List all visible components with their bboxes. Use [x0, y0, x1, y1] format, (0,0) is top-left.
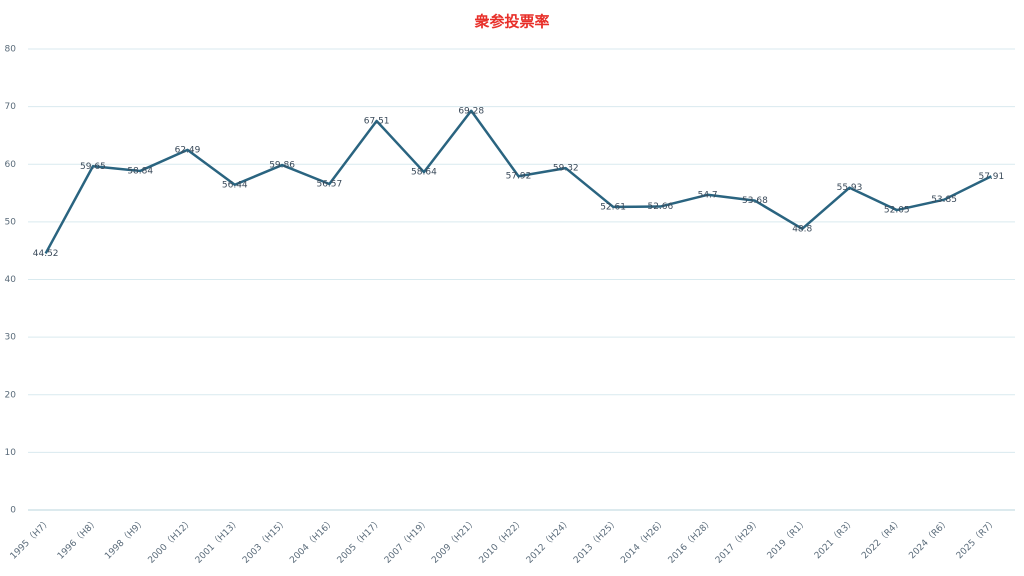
y-tick-label: 40 [5, 275, 17, 285]
y-tick-label: 0 [10, 506, 16, 516]
y-tick-label: 50 [5, 217, 17, 227]
data-label: 53.85 [931, 195, 957, 205]
data-label: 58.64 [411, 168, 437, 178]
x-tick-label: 2007（H19） [382, 516, 432, 566]
x-tick-label: 1996（H8） [55, 516, 101, 562]
data-label: 62.49 [175, 145, 201, 155]
data-label: 57.91 [978, 172, 1004, 182]
y-tick-label: 70 [5, 102, 17, 112]
data-label: 67.51 [364, 116, 390, 126]
data-label: 58.84 [127, 166, 153, 176]
x-tick-label: 2022（R4） [859, 516, 904, 561]
data-label: 44.52 [33, 249, 59, 259]
x-tick-label: 2025（R7） [954, 516, 999, 561]
x-tick-label: 2004（H16） [288, 516, 338, 566]
y-tick-label: 80 [5, 45, 17, 55]
data-label: 59.65 [80, 162, 106, 172]
x-tick-label: 2005（H17） [335, 516, 385, 566]
x-tick-label: 2009（H21） [430, 516, 480, 566]
data-label: 56.44 [222, 180, 248, 190]
x-tick-label: 1998（H9） [103, 516, 149, 562]
x-tick-label: 2016（H28） [666, 516, 716, 566]
y-tick-label: 60 [5, 160, 17, 170]
x-tick-label: 2021（R3） [812, 516, 857, 561]
data-label: 59.32 [553, 164, 579, 174]
data-label: 48.8 [792, 224, 812, 234]
x-tick-label: 2000（H12） [146, 516, 196, 566]
data-label: 59.86 [269, 161, 295, 171]
x-tick-label: 2014（H26） [619, 516, 669, 566]
data-label: 54.7 [698, 190, 718, 200]
x-tick-label: 2003（H15） [240, 516, 290, 566]
y-tick-label: 30 [5, 333, 17, 343]
x-tick-label: 2019（R1） [765, 516, 810, 561]
x-tick-label: 2024（R6） [907, 516, 952, 561]
x-tick-label: 2001（H13） [193, 516, 243, 566]
x-tick-label: 2012（H24） [524, 516, 574, 566]
data-label: 53.68 [742, 196, 768, 206]
data-label: 69.28 [458, 106, 484, 116]
data-label: 52.05 [884, 206, 910, 216]
x-tick-label: 2017（H29） [713, 516, 763, 566]
line [44, 109, 992, 255]
data-label: 56.57 [316, 180, 342, 190]
y-tick-label: 20 [5, 390, 17, 400]
data-label: 52.61 [600, 202, 626, 212]
chart-title: 衆参投票率 [474, 13, 549, 31]
data-label: 57.92 [506, 172, 532, 182]
data-label: 55.93 [837, 183, 863, 193]
x-tick-label: 2013（H25） [571, 516, 621, 566]
x-tick-label: 1995（H7） [8, 516, 54, 562]
x-tick-label: 2010（H22） [477, 516, 527, 566]
data-label: 52.66 [647, 202, 673, 212]
y-tick-label: 10 [5, 448, 17, 458]
